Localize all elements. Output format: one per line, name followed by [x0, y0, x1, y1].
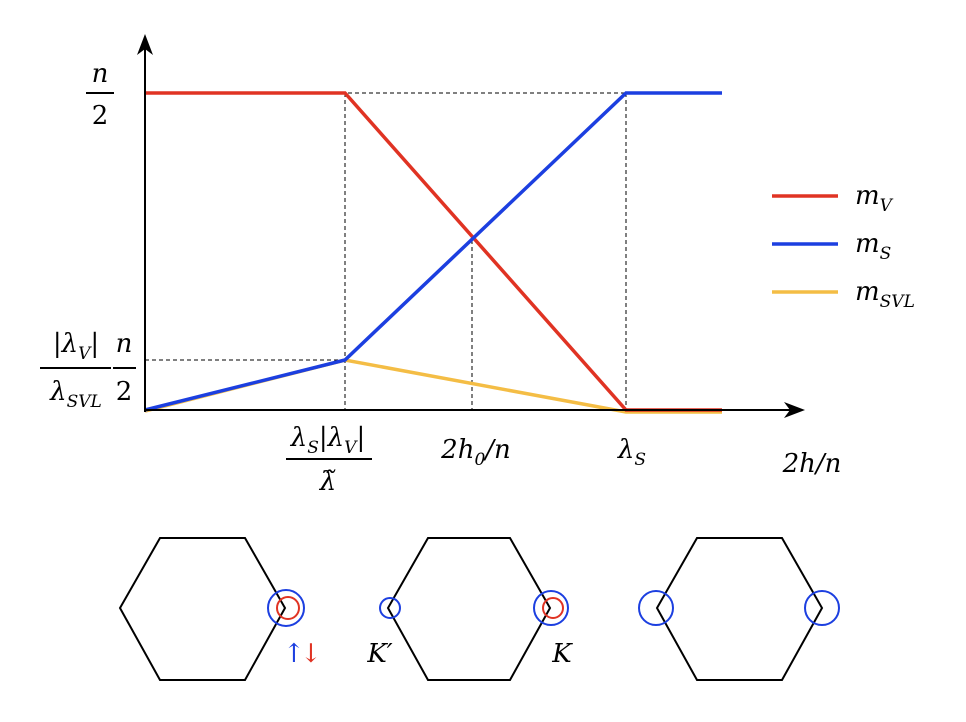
x-label-first-num: λS|λV| — [290, 423, 365, 458]
y-label-mid-n: n — [116, 329, 133, 359]
x-axis-title: 2h/n — [782, 449, 842, 479]
legend: mV mS mSVL — [772, 181, 915, 312]
y-label-top-num: n — [92, 59, 109, 89]
hexagons — [118, 537, 840, 681]
axes — [137, 34, 805, 418]
k-prime: K′ — [366, 639, 392, 669]
legend-label: mSVL — [855, 277, 915, 312]
curve-m-v — [145, 91, 722, 412]
y-label-mid-den: λSVL — [49, 377, 102, 412]
x-label-first-den: λ̃ — [319, 467, 336, 497]
spin-up: ↑ — [283, 639, 305, 669]
legend-label: mV — [855, 181, 894, 216]
spin-down: ↓ — [300, 639, 322, 669]
legend-label: mS — [855, 229, 891, 264]
curve-m-s — [144, 91, 722, 412]
curve-m-svl — [144, 358, 722, 414]
x-label-third: λS — [617, 435, 646, 470]
y-label-mid-num: |λV| — [53, 329, 99, 364]
y-label-top-den: 2 — [92, 101, 109, 131]
x-label-second: 2h0/n — [440, 435, 511, 470]
k: K — [551, 639, 573, 669]
y-label-mid-2: 2 — [116, 377, 133, 407]
